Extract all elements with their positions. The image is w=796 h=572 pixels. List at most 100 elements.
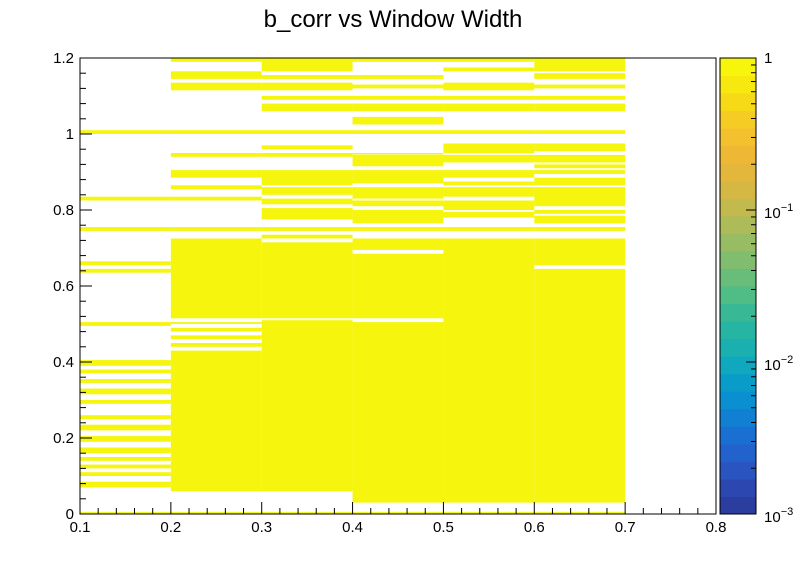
- colorbar-tick-label: 10−1: [764, 202, 793, 222]
- heatmap-cell: [170, 58, 262, 62]
- heatmap-cell: [534, 187, 626, 207]
- heatmap-cell: [261, 145, 353, 150]
- heatmap-cell: [170, 350, 262, 492]
- heatmap-cell: [352, 200, 444, 207]
- heatmap-cell: [352, 58, 444, 62]
- heatmap-cell: [443, 154, 535, 163]
- heatmap-cell: [170, 82, 262, 91]
- heatmap-cell: [534, 58, 626, 72]
- colorbar-swatch: [720, 75, 756, 94]
- x-tick-label: 0.2: [160, 519, 181, 536]
- heatmap-cell: [170, 227, 262, 231]
- heatmap-cell: [261, 187, 353, 195]
- heatmap-cell: [80, 464, 171, 469]
- heatmap-cell: [80, 457, 171, 461]
- heatmap-cell: [80, 130, 171, 134]
- heatmap-cell: [80, 227, 171, 231]
- heatmap-cell: [261, 96, 353, 100]
- heatmap-cell: [80, 268, 171, 273]
- heatmap-cell: [80, 436, 171, 442]
- heatmap-cell: [261, 75, 353, 79]
- heatmap-cell: [534, 84, 626, 89]
- heatmap-cell: [534, 103, 626, 112]
- heatmap-cell: [352, 154, 444, 167]
- heatmap-cell: [80, 472, 171, 476]
- heatmap-cell: [80, 261, 171, 266]
- colorbar-swatch: [720, 58, 756, 77]
- heatmap-cell: [534, 164, 626, 169]
- x-tick-label: 0.6: [524, 519, 545, 536]
- x-tick-label: 0.3: [251, 519, 272, 536]
- colorbar-swatch: [720, 373, 756, 392]
- heatmap-cell: [80, 388, 171, 395]
- y-tick-label: 0: [66, 506, 74, 523]
- heatmap-cell: [170, 335, 262, 340]
- heatmap-cell: [352, 130, 444, 134]
- heatmap-cell: [443, 67, 535, 72]
- heatmap-cell: [352, 170, 444, 184]
- heatmap-cell: [534, 512, 626, 514]
- heatmap-cell: [352, 103, 444, 112]
- heatmap-cell: [352, 322, 444, 503]
- heatmap-cell: [80, 415, 171, 419]
- y-axis: 0 0.2 0.4 0.6 0.8 1 1.2: [53, 50, 92, 523]
- heatmap-cell: [170, 238, 262, 319]
- colorbar-swatch: [720, 145, 756, 164]
- x-tick-label: 0.5: [433, 519, 454, 536]
- heatmap-cell: [80, 369, 171, 374]
- heatmap-cell: [534, 96, 626, 100]
- heatmap-cell: [534, 210, 626, 214]
- heatmap-cell: [261, 170, 353, 186]
- colorbar-border: [719, 57, 757, 515]
- colorbar-swatch: [720, 338, 756, 357]
- heatmap-cell: [80, 481, 171, 488]
- heatmap-cell: [170, 153, 262, 157]
- heatmap-cell: [170, 130, 262, 134]
- heatmap-cell: [534, 154, 626, 163]
- heatmap-cell: [170, 71, 262, 79]
- colorbar-swatch: [720, 198, 756, 217]
- colorbar-swatch: [720, 110, 756, 129]
- colorbar-swatch: [720, 478, 756, 497]
- heatmap-cell: [352, 227, 444, 231]
- heatmap-cell: [170, 512, 262, 514]
- heatmap-cell: [80, 322, 171, 326]
- heatmap-cell: [261, 153, 353, 157]
- heatmap-cell: [534, 170, 626, 174]
- colorbar-swatch: [720, 461, 756, 480]
- y-tick-label: 0.4: [53, 354, 74, 371]
- x-axis: 0.1 0.2 0.3 0.4 0.5 0.6 0.7 0.8: [70, 502, 727, 536]
- colorbar-swatch: [720, 496, 756, 515]
- heatmap-cell: [261, 103, 353, 112]
- colorbar-swatch: [720, 250, 756, 269]
- heatmap-cell: [261, 82, 353, 91]
- heatmap-cell: [80, 196, 171, 201]
- heatmap-cell: [80, 512, 171, 514]
- heatmap-cell: [352, 187, 444, 199]
- heatmap-cell: [534, 143, 626, 152]
- heatmap-cell: [443, 238, 535, 503]
- colorbar-swatch: [720, 443, 756, 462]
- heatmap-cell: [261, 242, 353, 319]
- colorbar-swatch: [720, 391, 756, 410]
- colorbar-tick-label: 1: [764, 50, 772, 67]
- colorbar-swatch: [720, 268, 756, 287]
- chart-title: b_corr vs Window Width: [264, 6, 523, 33]
- colorbar-tick-label: 10−3: [764, 506, 793, 526]
- colorbar-swatch: [720, 356, 756, 375]
- heatmap-cell: [443, 82, 535, 91]
- colorbar-swatch: [720, 426, 756, 445]
- x-tick-label: 0.1: [70, 519, 91, 536]
- heatmap-cell: [443, 227, 535, 231]
- heatmap-cell: [534, 130, 626, 134]
- heatmap-cell: [170, 185, 262, 190]
- heatmap-cell: [352, 512, 444, 514]
- heatmap-cell: [352, 75, 444, 79]
- heatmap-cell: [80, 379, 171, 383]
- heatmap-cell: [443, 181, 535, 186]
- heatmap-cell: [261, 130, 353, 134]
- heatmap-cell: [443, 200, 535, 210]
- heatmap-cell: [534, 215, 626, 224]
- x-tick-label: 0.8: [706, 519, 727, 536]
